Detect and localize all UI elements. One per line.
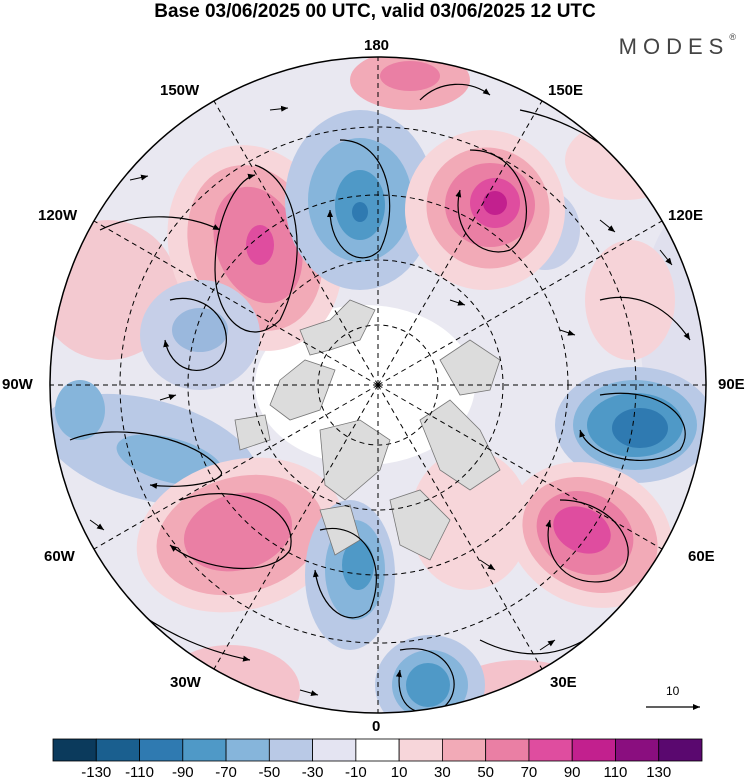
colorbar-tick-label: -50 — [258, 764, 281, 781]
land-outlines — [234, 299, 501, 561]
anomaly-neg-180 — [352, 202, 368, 222]
colorbar-swatch — [139, 738, 184, 762]
colorbar-swatch — [95, 738, 140, 762]
lon-label-120e: 120E — [668, 207, 704, 224]
lon-label-90w: 90W — [2, 376, 33, 393]
colorbar-tick-label: -90 — [171, 764, 194, 781]
colorbar-tick-label: 130 — [646, 764, 672, 781]
lon-label-180: 180 — [364, 37, 390, 54]
colorbar-swatch — [571, 738, 616, 762]
colorbar-tick-label: 110 — [603, 764, 628, 781]
lon-label-90e: 90E — [718, 376, 745, 393]
anomaly-pos-150w — [246, 225, 274, 265]
anomaly-pos-60e — [553, 506, 611, 554]
modes-logo: MODES® — [618, 31, 736, 60]
registered-mark: ® — [729, 31, 736, 42]
anomaly-field — [50, 57, 706, 713]
colorbar-tick-label: 10 — [390, 764, 408, 781]
colorbar-swatch — [268, 738, 314, 762]
colorbar-tick-label: -30 — [301, 764, 324, 781]
colorbar-swatch — [658, 738, 703, 762]
lon-label-30e: 30E — [550, 674, 577, 691]
colorbar-swatch — [225, 738, 270, 762]
colorbar-tick-label: 70 — [520, 764, 538, 781]
reference-vector-label: 10 — [666, 684, 680, 698]
lon-label-120w: 120W — [38, 207, 78, 224]
anomaly-neg-30w — [342, 540, 374, 590]
lon-label-30w: 30W — [170, 674, 201, 691]
colorbar-tick-label: 50 — [477, 764, 494, 781]
map-boundary — [49, 56, 707, 714]
lon-label-0: 0 — [372, 718, 381, 735]
colorbar-tick-label: -10 — [345, 764, 367, 781]
colorbar — [52, 738, 703, 762]
colorbar-swatch — [615, 738, 660, 762]
colorbar-tick-label: 30 — [434, 764, 451, 781]
colorbar-swatch — [355, 738, 400, 762]
anomaly-neg-120w — [172, 308, 228, 352]
lon-label-60w: 60W — [44, 548, 75, 565]
map-title: Base 03/06/2025 00 UTC, valid 03/06/2025… — [154, 1, 596, 22]
colorbar-swatch — [182, 738, 227, 762]
colorbar-swatch — [441, 738, 487, 762]
lon-label-150w: 150W — [160, 82, 200, 99]
colorbar-swatch — [398, 738, 443, 762]
anomaly-pos-60w — [183, 492, 293, 572]
anomaly-pos-180 — [380, 61, 440, 91]
colorbar-swatch — [528, 738, 573, 762]
anomaly-pos-150e — [483, 191, 507, 215]
colorbar-swatch — [52, 738, 97, 762]
colorbar-tick-label: -70 — [215, 764, 237, 781]
anomaly-neg-90e — [612, 408, 668, 448]
anomaly-neg-0 — [406, 663, 450, 707]
colorbar-tick-label: -130 — [81, 764, 112, 781]
lon-label-60e: 60E — [688, 548, 715, 565]
graticule — [50, 57, 706, 713]
colorbar-tick-label: 90 — [563, 764, 581, 781]
lon-label-150e: 150E — [548, 82, 584, 99]
colorbar-swatch — [312, 738, 357, 762]
colorbar-tick-label: -110 — [125, 764, 154, 781]
brand-text: MODES — [618, 34, 730, 59]
colorbar-swatch — [485, 738, 530, 762]
